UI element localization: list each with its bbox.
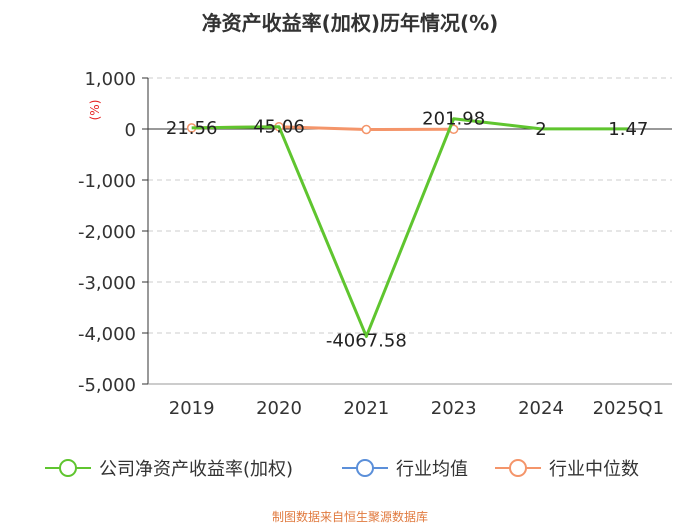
data-labels: 21.56 45.06 -4067.58 201.98 2 1.47 — [166, 109, 648, 352]
legend-swatch-marker — [356, 459, 374, 477]
data-label: 1.47 — [608, 119, 648, 140]
legend-swatch-marker — [509, 459, 527, 477]
legend-item: 公司净资产收益率(加权) — [45, 459, 293, 480]
grid-lines — [148, 77, 672, 334]
axes: 1,000 0 -1,000 -2,000 -3,000 -4,000 -5,000 2019… — [78, 69, 672, 419]
legend-label: 行业中位数 — [549, 459, 639, 480]
y-axis-unit-label: (%) — [88, 100, 102, 121]
x-tick-label: 2024 — [518, 398, 564, 419]
x-tick-label: 2025Q1 — [593, 398, 664, 419]
series-line — [191, 117, 629, 338]
data-label: 2 — [535, 119, 546, 140]
legend-item: 行业均值 — [342, 459, 468, 480]
legend-label: 行业均值 — [396, 459, 468, 480]
chart-title: 净资产收益率(加权)历年情况(%) — [202, 11, 499, 35]
legend-label: 公司净资产收益率(加权) — [99, 459, 293, 480]
y-tick-label: -2,000 — [78, 222, 136, 243]
source-note: 制图数据来自恒生聚源数据库 — [272, 509, 428, 524]
y-tick-label: -4,000 — [78, 324, 136, 345]
legend-item: 行业中位数 — [495, 459, 639, 480]
data-label: 45.06 — [253, 117, 305, 138]
y-tick-label: -5,000 — [78, 375, 136, 396]
y-tick-label: 0 — [125, 120, 136, 141]
series-lines — [186, 117, 629, 338]
legend: 公司净资产收益率(加权) 行业均值 行业中位数 — [45, 459, 639, 480]
x-tick-label: 2021 — [343, 398, 389, 419]
y-tick-label: -3,000 — [78, 273, 136, 294]
legend-swatch-marker — [59, 459, 77, 477]
y-tick-label: -1,000 — [78, 171, 136, 192]
x-tick-label: 2020 — [256, 398, 302, 419]
y-tick-label: 1,000 — [84, 69, 136, 90]
x-tick-label: 2019 — [169, 398, 215, 419]
x-tick-label: 2023 — [431, 398, 477, 419]
data-label: 21.56 — [166, 118, 218, 139]
data-point — [361, 124, 372, 135]
data-label: -4067.58 — [326, 330, 407, 351]
data-label: 201.98 — [422, 109, 485, 130]
